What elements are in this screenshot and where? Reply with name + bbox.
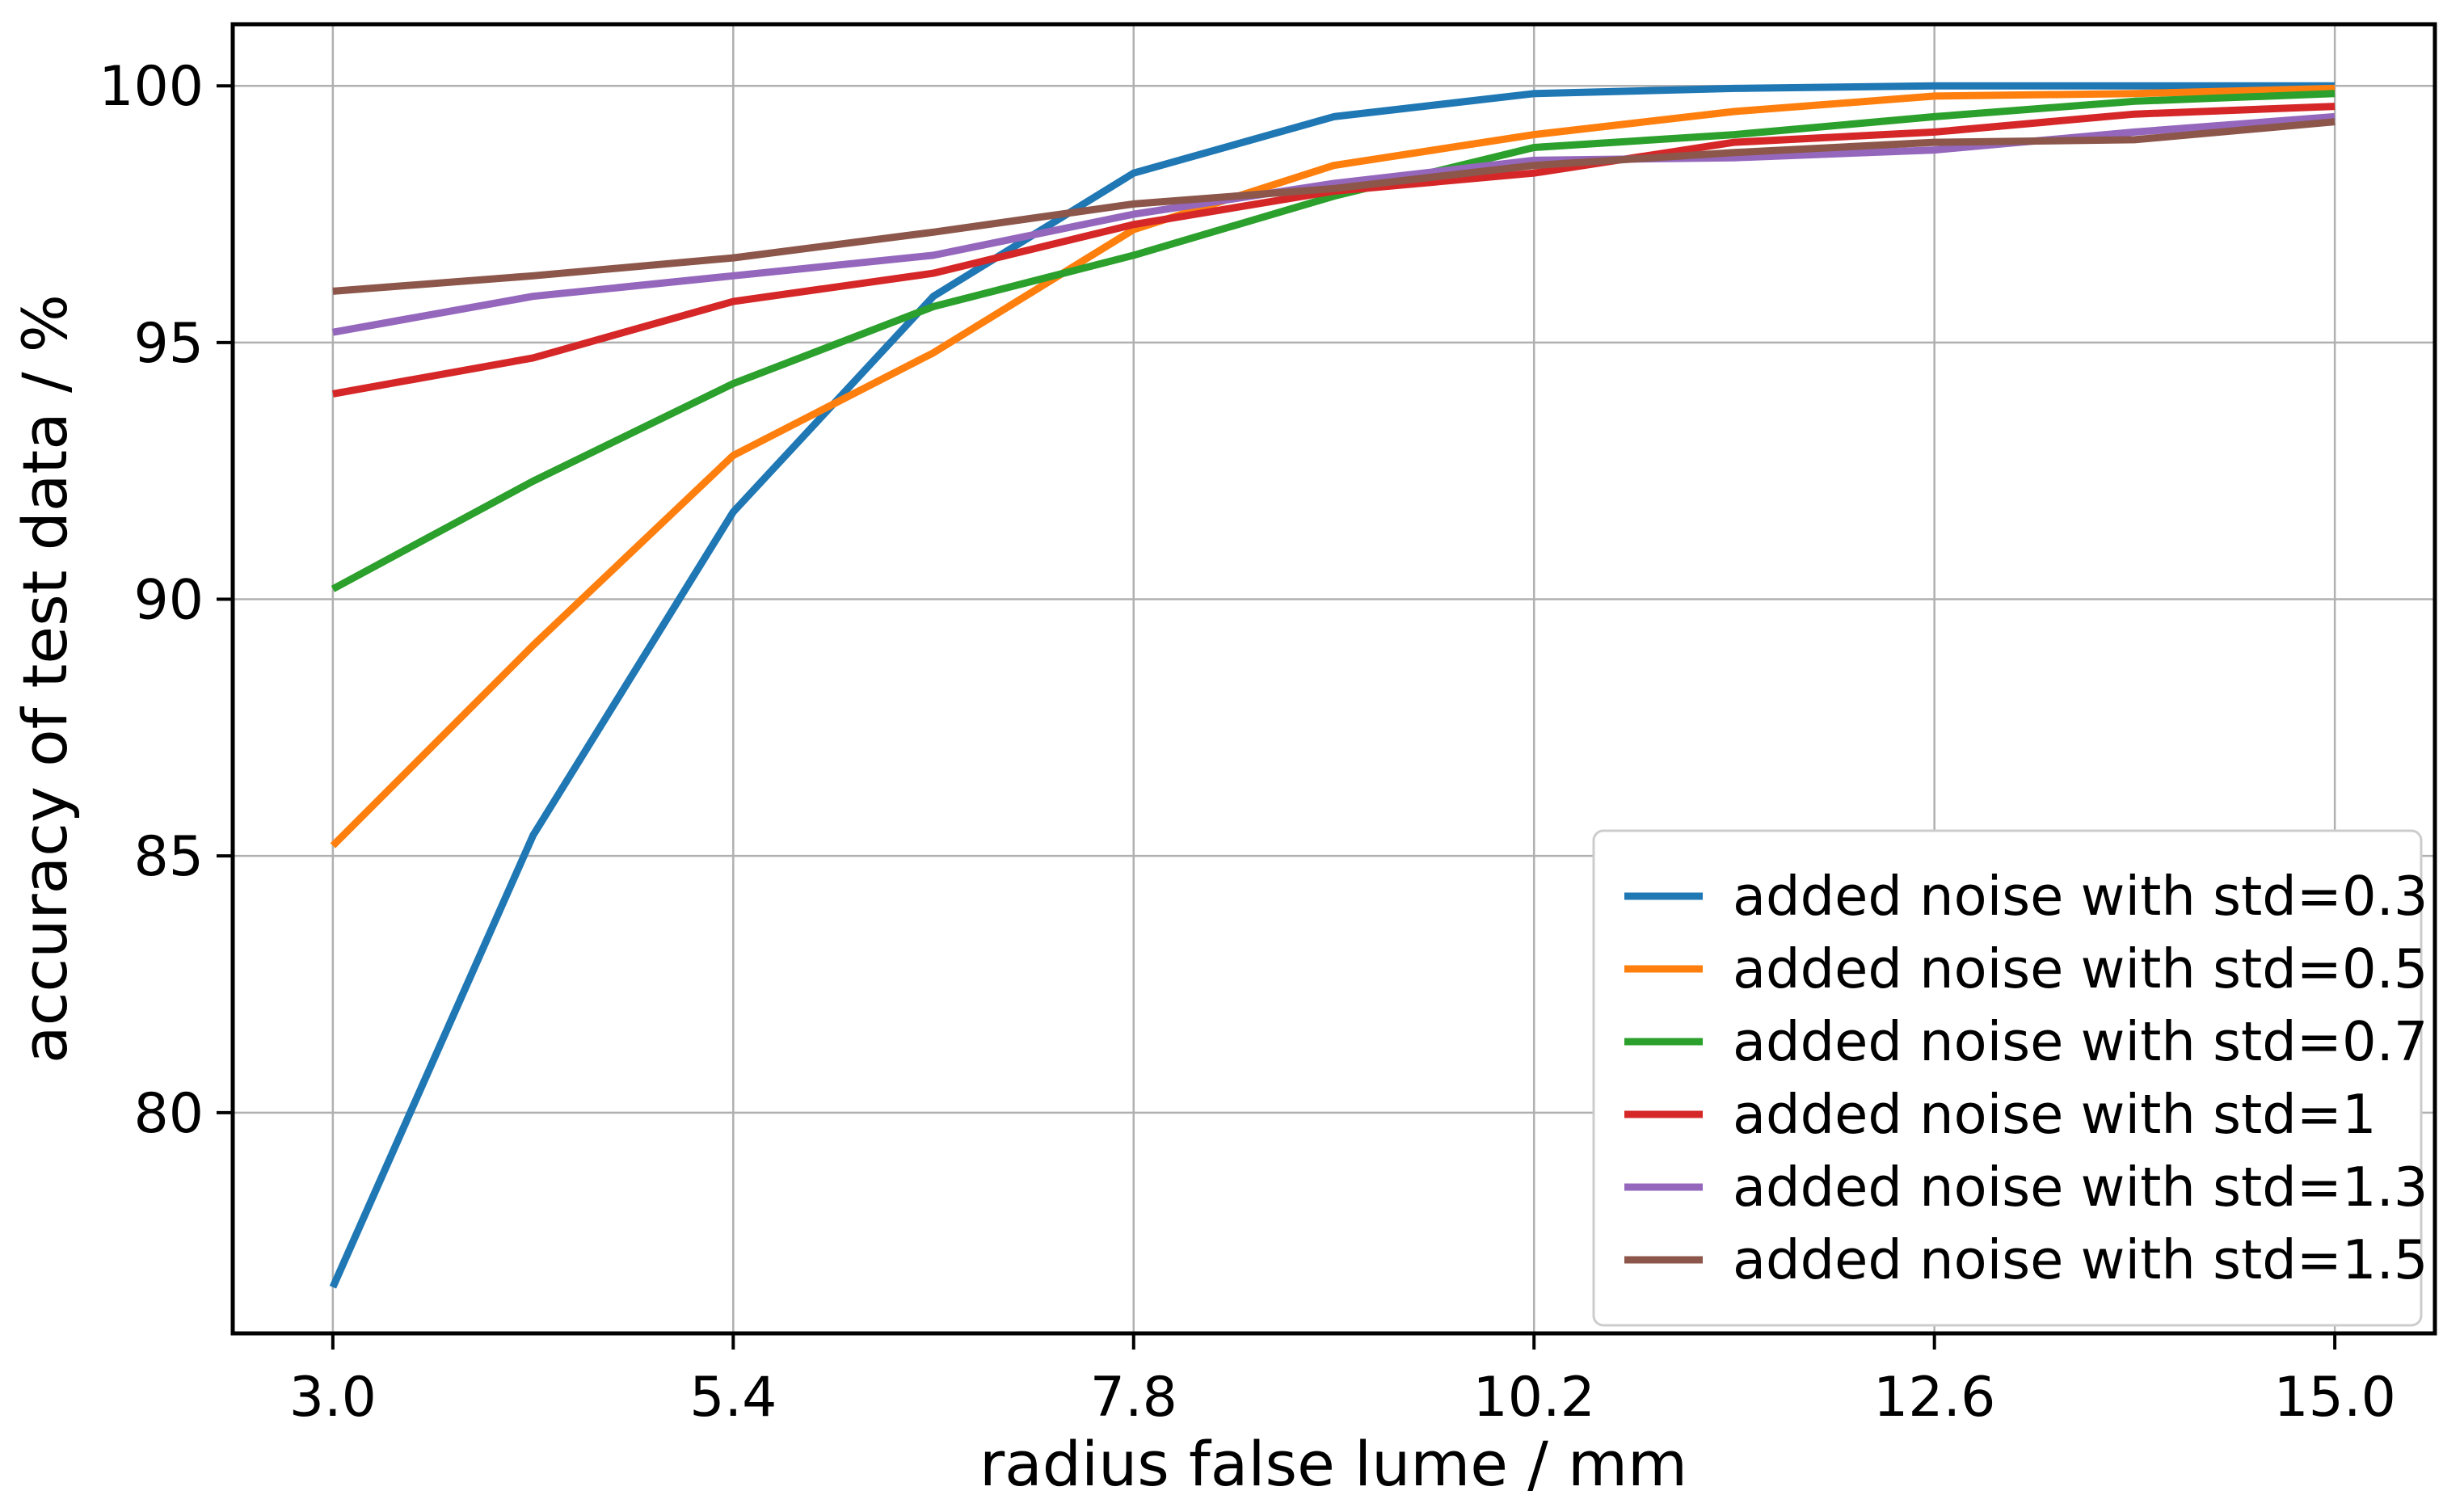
line-added-noise-with-std-1.3 — [332, 112, 2336, 336]
legend-label: added noise with std=0.3 — [1733, 865, 2428, 928]
x-tick-label: 7.8 — [1090, 1366, 1177, 1430]
y-tick-label: 85 — [133, 825, 204, 889]
legend-label: added noise with std=1.3 — [1733, 1156, 2428, 1219]
legend-item-2: added noise with std=0.5 — [1624, 937, 2428, 1000]
x-tick-label: 15.0 — [2273, 1366, 2395, 1430]
legend-item-6: added noise with std=1.5 — [1624, 1228, 2428, 1291]
x-tick-label: 12.6 — [1873, 1366, 1995, 1430]
legend-item-4: added noise with std=1 — [1624, 1083, 2377, 1146]
y-axis-label: accuracy of test data / % — [9, 294, 81, 1063]
x-tick-label: 5.4 — [689, 1366, 777, 1430]
legend-item-5: added noise with std=1.3 — [1624, 1156, 2428, 1219]
legend-label: added noise with std=0.7 — [1733, 1010, 2428, 1073]
legend-item-3: added noise with std=0.7 — [1624, 1010, 2428, 1073]
legend-label: added noise with std=0.5 — [1733, 937, 2428, 1000]
grid-lines — [233, 24, 2435, 1333]
legend-label: added noise with std=1 — [1733, 1083, 2377, 1146]
plot-border — [230, 22, 2437, 1336]
axes-spines — [230, 22, 2437, 1336]
y-tick-label: 90 — [133, 569, 204, 633]
x-tick-label: 10.2 — [1473, 1366, 1595, 1430]
tick-labels: 3.0 5.4 7.8 10.2 12.6 15.0 80 85 90 95 100 — [99, 55, 2396, 1430]
y-tick-label: 100 — [99, 55, 204, 119]
legend-box — [1592, 829, 2423, 1327]
line-added-noise-with-std-1 — [332, 103, 2336, 398]
line-added-noise-with-std-0.5 — [330, 84, 2336, 849]
axis-ticks — [217, 84, 2337, 1350]
legend-item-1: added noise with std=0.3 — [1624, 865, 2428, 928]
y-tick-label: 95 — [133, 312, 204, 376]
line-added-noise-with-std-1.5 — [332, 118, 2336, 295]
x-axis-label: radius false lume / mm — [979, 1428, 1687, 1495]
legend-label: added noise with std=1.5 — [1733, 1228, 2428, 1291]
y-tick-label: 80 — [133, 1082, 204, 1146]
legend: added noise with std=0.3 added noise with… — [1592, 829, 2428, 1327]
series-lines — [329, 82, 2336, 1289]
x-tick-label: 3.0 — [289, 1366, 377, 1430]
line-added-noise-with-std-0.3 — [329, 82, 2336, 1289]
line-added-noise-with-std-0.7 — [331, 90, 2336, 592]
